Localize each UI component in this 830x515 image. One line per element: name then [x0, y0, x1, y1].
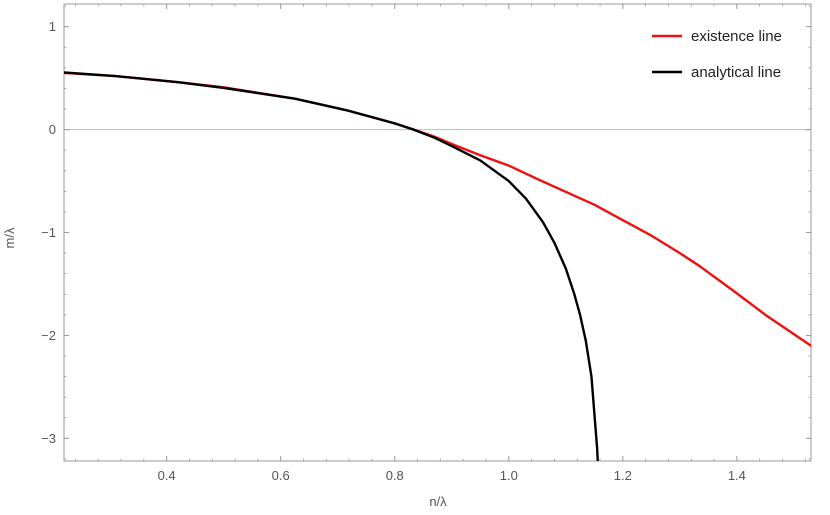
x-tick-label: 1.4: [728, 468, 746, 483]
x-tick-label: 0.8: [386, 468, 404, 483]
y-tick-label: −2: [41, 328, 56, 343]
y-axis-title: m/λ: [2, 227, 17, 248]
x-tick-label: 0.4: [158, 468, 176, 483]
axis-ticks: 0.4 0.6 0.8 1.0 1.2 1.4 −3 −2 −1 0 1: [41, 4, 811, 483]
x-tick-label: 1.0: [500, 468, 518, 483]
analytical-line-series: [64, 71, 599, 461]
series-lines: [64, 71, 811, 461]
y-tick-label: −3: [41, 431, 56, 446]
y-tick-label: −1: [41, 225, 56, 240]
legend-label: existence line: [691, 28, 782, 45]
legend-label: analytical line: [691, 64, 781, 81]
legend: existence line analytical line: [652, 28, 782, 81]
x-tick-label: 0.6: [272, 468, 290, 483]
y-tick-label: 1: [49, 19, 56, 34]
x-tick-label: 1.2: [614, 468, 632, 483]
existence-line-series: [64, 71, 811, 347]
x-axis-title: n/λ: [429, 494, 447, 509]
y-tick-label: 0: [49, 122, 56, 137]
